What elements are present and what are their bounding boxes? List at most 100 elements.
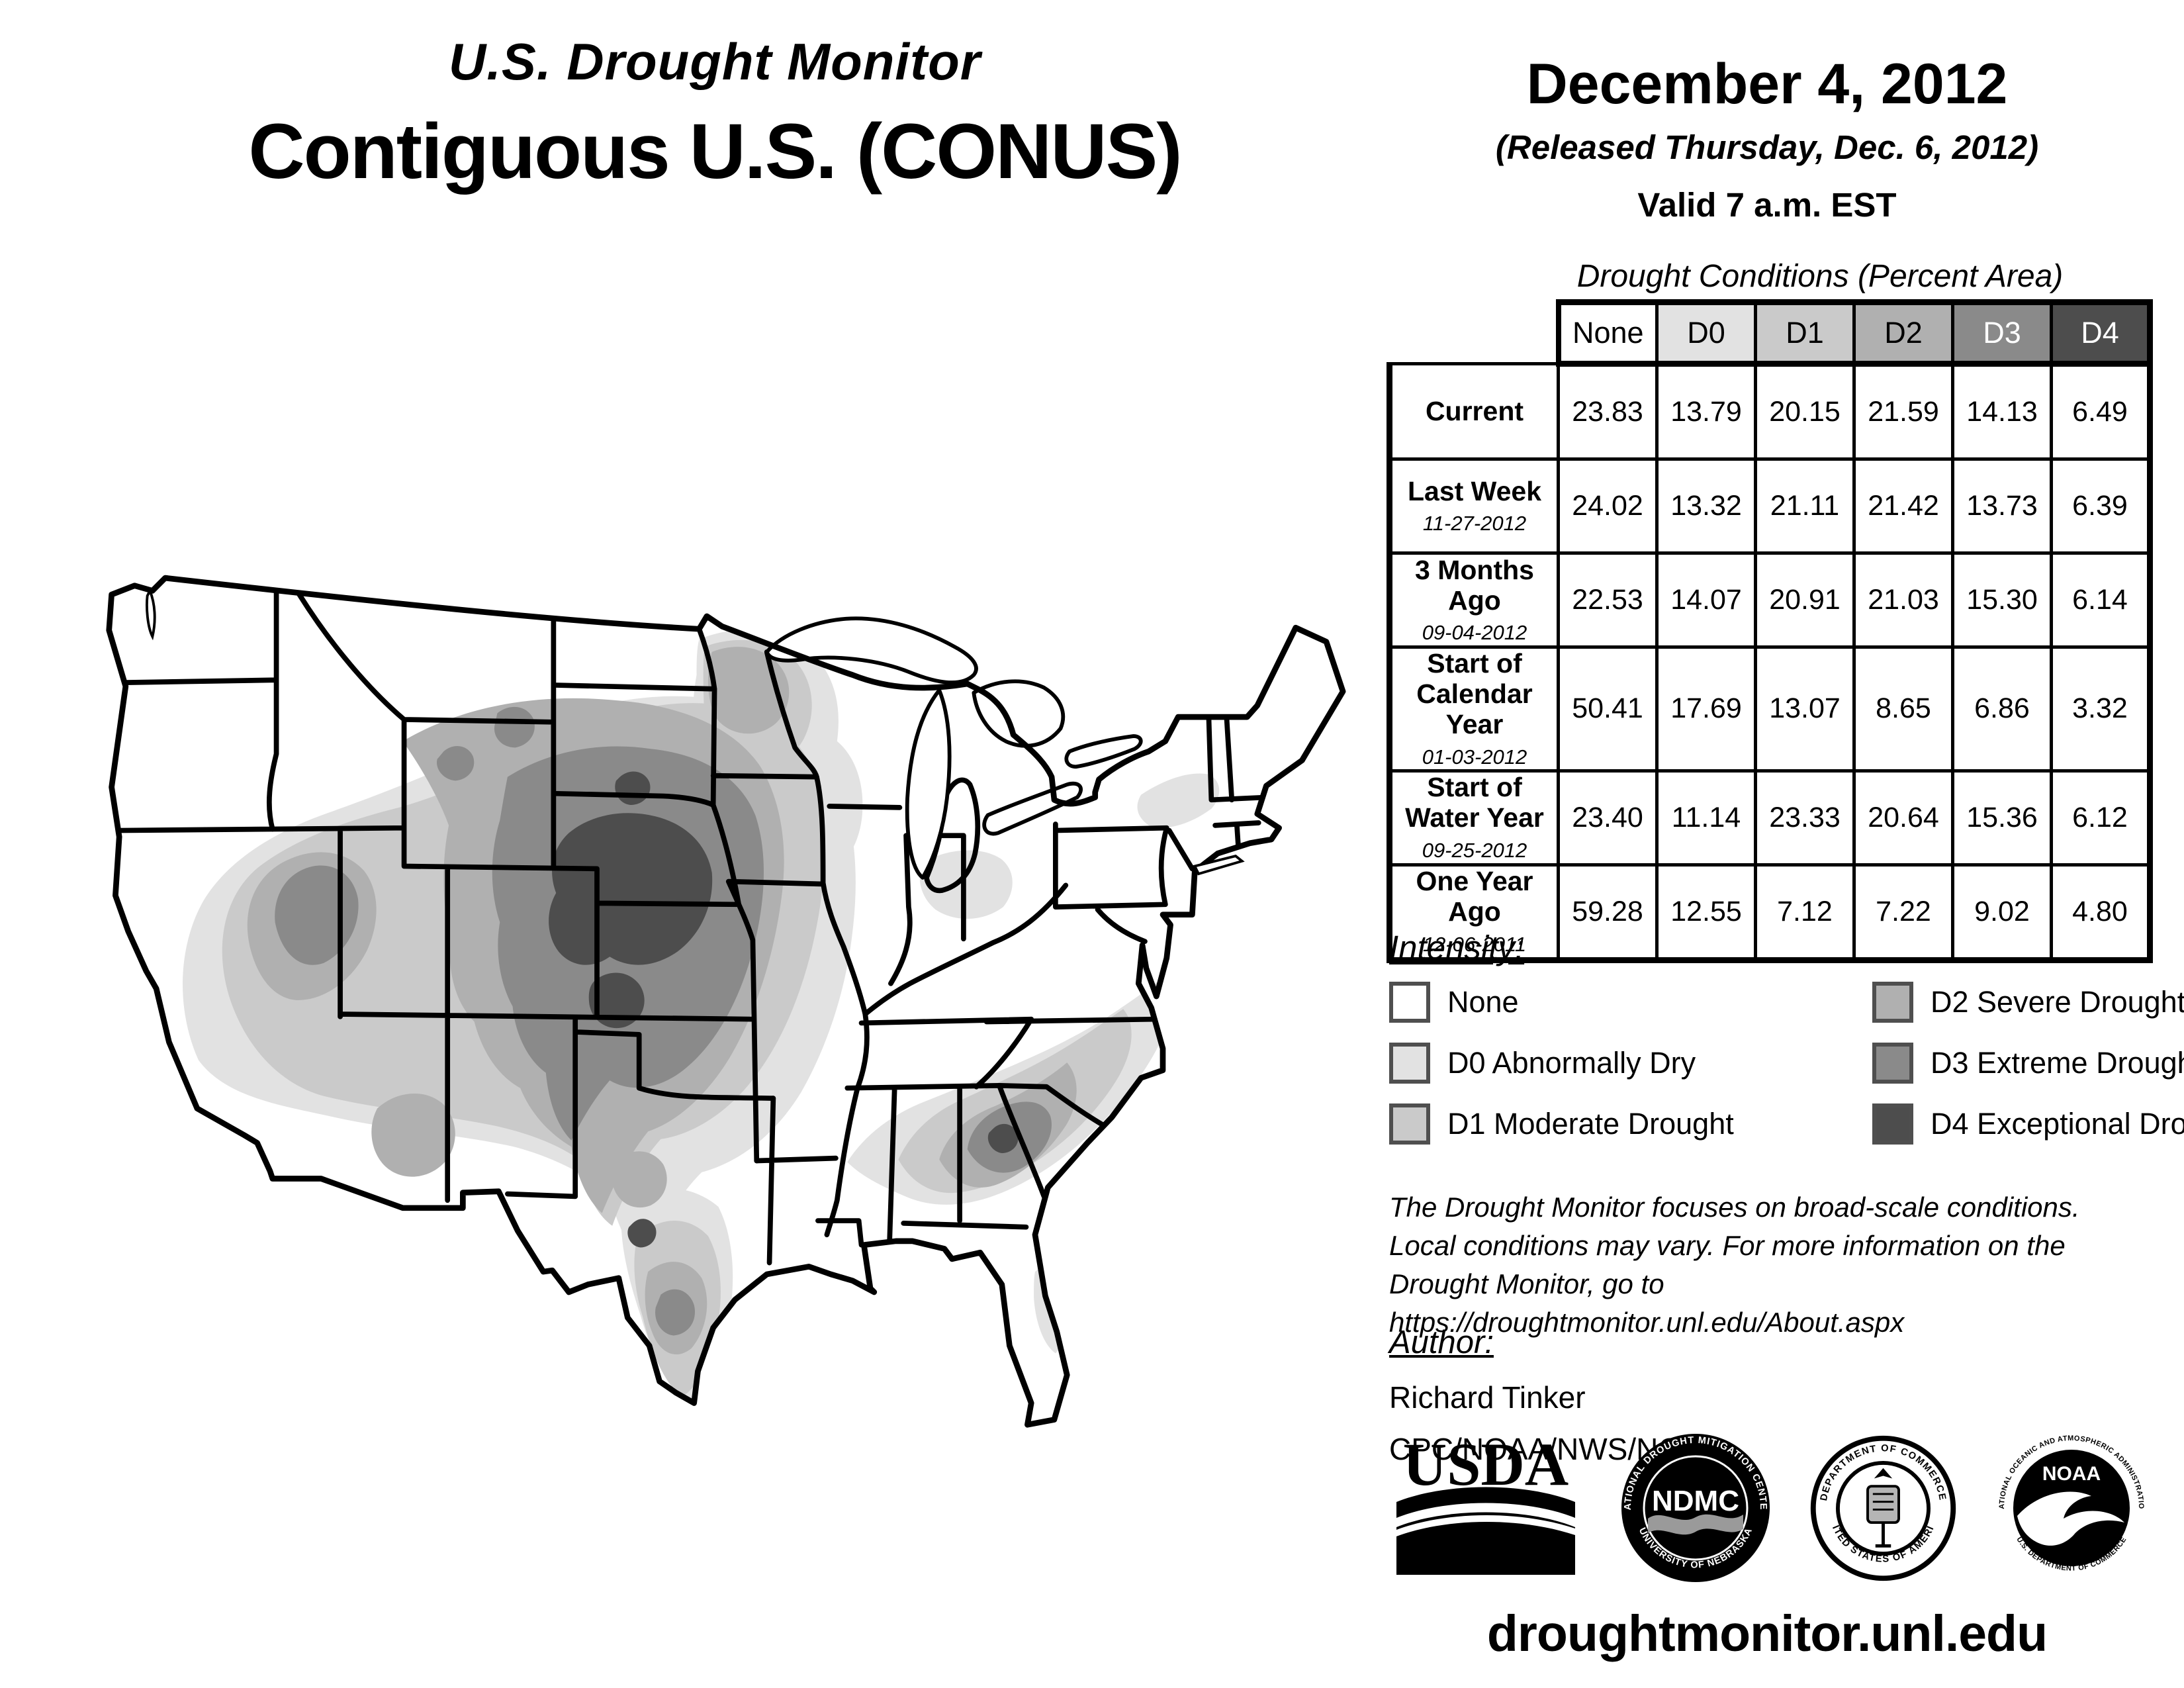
legend-item-d2: D2 Severe Drought (1872, 972, 2184, 1033)
table-corner-cell (1390, 303, 1559, 364)
noaa-logo: NOAA NATIONAL OCEANIC AND ATMOSPHERIC AD… (1992, 1429, 2145, 1573)
table-cell: 6.14 (2050, 551, 2153, 649)
region-title: Contiguous U.S. (CONUS) (248, 108, 1182, 195)
legend-item-d0: D0 Abnormally Dry (1389, 1033, 1872, 1094)
table-cell: 21.42 (1852, 457, 1954, 555)
legend-item-none: None (1389, 972, 1872, 1033)
col-header-d0: D0 (1655, 299, 1757, 367)
table-cell: 13.73 (1951, 457, 2053, 555)
table-cell: 23.40 (1557, 769, 1659, 867)
legend-swatch-d4 (1872, 1103, 1913, 1145)
legend-swatch-d0 (1389, 1043, 1430, 1084)
legend-item-d3: D3 Extreme Drought (1872, 1033, 2184, 1094)
row-label: Current (1387, 362, 1560, 461)
table-cell: 20.91 (1754, 551, 1856, 649)
table-cell: 21.03 (1852, 551, 1954, 649)
state-borders (116, 590, 1269, 1266)
lake-superior (764, 616, 978, 684)
table-row: Start of Calendar Year 01-03-2012 50.41 … (1387, 645, 2153, 773)
table-cell: 12.55 (1655, 863, 1757, 963)
table-cell: 8.65 (1852, 645, 1954, 773)
legend-swatch-d3 (1872, 1043, 1913, 1084)
lake-huron (972, 679, 1066, 748)
table-row: Current 23.83 13.79 20.15 21.59 14.13 6.… (1387, 362, 2153, 461)
table-row: Last Week 11-27-2012 24.02 13.32 21.11 2… (1387, 457, 2153, 555)
lake-michigan (905, 688, 952, 880)
row-label: Start of Water Year 09-25-2012 (1387, 769, 1560, 867)
table-cell: 6.86 (1951, 645, 2053, 773)
table-cell: 17.69 (1655, 645, 1757, 773)
legend-swatch-d1 (1389, 1103, 1430, 1145)
intensity-heading: Intensity: (1389, 929, 1525, 966)
table-cell: 4.80 (2050, 863, 2153, 963)
legend-item-d4: D4 Exceptional Drought (1872, 1094, 2184, 1154)
noaa-wordmark: NOAA (2042, 1463, 2101, 1485)
ndmc-logo: NDMC NATIONAL DROUGHT MITIGATION CENTER … (1616, 1429, 1770, 1582)
author-name: Richard Tinker (1389, 1380, 1586, 1415)
usda-wordmark: USDA (1403, 1430, 1569, 1498)
table-cell: 9.02 (1951, 863, 2053, 963)
author-heading: Author: (1389, 1325, 1494, 1360)
report-title: U.S. Drought Monitor (448, 32, 981, 91)
row-label: Last Week 11-27-2012 (1387, 457, 1560, 555)
conus-drought-map (86, 563, 1363, 1430)
title-block: U.S. Drought Monitor Contiguous U.S. (CO… (93, 32, 1337, 197)
table-cell: 15.30 (1951, 551, 2053, 649)
table-cell: 14.07 (1655, 551, 1757, 649)
doc-seal: DEPARTMENT OF COMMERCE UNITED STATES OF … (1805, 1430, 1956, 1581)
footer-url: droughtmonitor.unl.edu (1486, 1605, 2048, 1662)
col-header-d1: D1 (1754, 299, 1856, 367)
table-header-row: None D0 D1 D2 D3 D4 (1390, 299, 2153, 367)
table-row: 3 Months Ago 09-04-2012 22.53 14.07 20.9… (1387, 551, 2153, 649)
intensity-legend: None D2 Severe Drought D0 Abnormally Dry… (1389, 972, 2184, 1154)
great-lakes (764, 616, 1143, 880)
table-cell: 23.83 (1557, 362, 1659, 461)
table-cell: 7.12 (1754, 863, 1856, 963)
legend-swatch-none (1389, 982, 1430, 1023)
table-cell: 20.15 (1754, 362, 1856, 461)
col-header-d4: D4 (2050, 299, 2153, 367)
row-label: 3 Months Ago 09-04-2012 (1387, 551, 1560, 649)
lake-ontario (1064, 734, 1143, 769)
table-cell: 7.22 (1852, 863, 1954, 963)
table-cell: 59.28 (1557, 863, 1659, 963)
long-island (1193, 854, 1245, 876)
release-date: (Released Thursday, Dec. 6, 2012) (1495, 128, 2039, 166)
table-cell: 11.14 (1655, 769, 1757, 867)
drought-conditions-table: None D0 D1 D2 D3 D4 Current 23.83 13.79 … (1387, 299, 2153, 963)
col-header-none: None (1555, 299, 1659, 367)
info-panel: December 4, 2012 (Released Thursday, Dec… (1387, 0, 2184, 1688)
table-cell: 24.02 (1557, 457, 1659, 555)
table-row: Start of Water Year 09-25-2012 23.40 11.… (1387, 769, 2153, 867)
puget-sound (146, 587, 156, 641)
table-cell: 3.32 (2050, 645, 2153, 773)
table-row: One Year Ago 12-06-2011 59.28 12.55 7.12… (1387, 863, 2153, 963)
table-cell: 22.53 (1557, 551, 1659, 649)
col-header-d2: D2 (1852, 299, 1954, 367)
ndmc-wordmark: NDMC (1652, 1485, 1739, 1517)
table-title: Drought Conditions (Percent Area) (1576, 259, 2064, 294)
table-cell: 20.64 (1852, 769, 1954, 867)
table-cell: 13.79 (1655, 362, 1757, 461)
table-cell: 6.39 (2050, 457, 2153, 555)
valid-time: Valid 7 a.m. EST (1637, 186, 1897, 224)
date-block: December 4, 2012 (Released Thursday, Dec… (1387, 52, 2148, 224)
disclaimer-text: The Drought Monitor focuses on broad-sca… (1389, 1192, 2080, 1338)
table-cell: 21.11 (1754, 457, 1856, 555)
row-label: One Year Ago 12-06-2011 (1387, 863, 1560, 963)
legend-swatch-d2 (1872, 982, 1913, 1023)
table-cell: 21.59 (1852, 362, 1954, 461)
table-cell: 13.32 (1655, 457, 1757, 555)
national-boundary (106, 575, 1346, 1428)
table-cell: 23.33 (1754, 769, 1856, 867)
conus-map-svg (106, 575, 1346, 1428)
table-cell: 15.36 (1951, 769, 2053, 867)
map-date: December 4, 2012 (1526, 52, 2008, 116)
table-cell: 6.12 (2050, 769, 2153, 867)
legend-item-d1: D1 Moderate Drought (1389, 1094, 1872, 1154)
row-label: Start of Calendar Year 01-03-2012 (1387, 645, 1560, 773)
table-cell: 50.41 (1557, 645, 1659, 773)
usda-logo: USDA (1396, 1430, 1575, 1575)
table-cell: 14.13 (1951, 362, 2053, 461)
table-cell: 13.07 (1754, 645, 1856, 773)
